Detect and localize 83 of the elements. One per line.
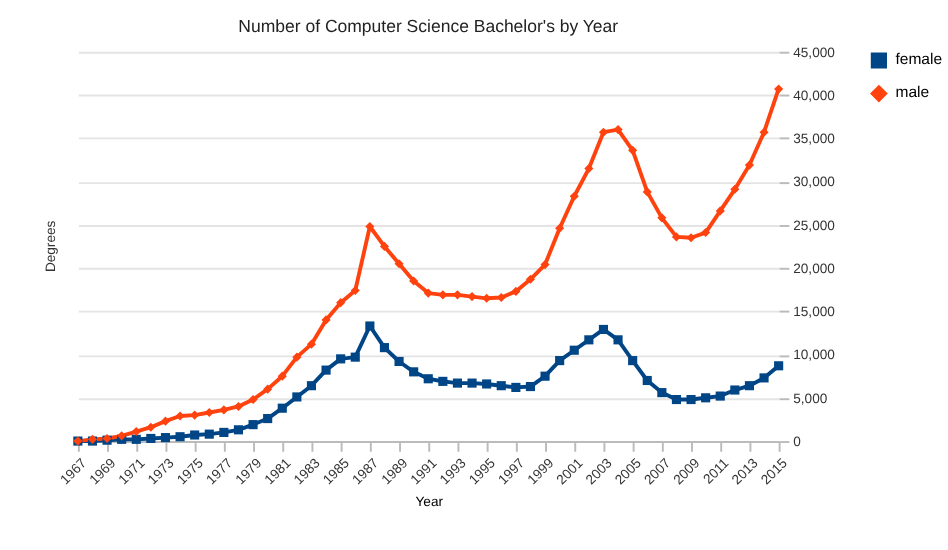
point xyxy=(686,394,696,405)
point xyxy=(292,352,302,362)
point xyxy=(657,213,667,223)
point xyxy=(555,356,565,366)
point xyxy=(131,426,141,437)
point xyxy=(160,433,171,443)
point xyxy=(233,401,244,412)
point xyxy=(540,260,550,270)
point xyxy=(730,385,740,395)
point xyxy=(277,371,287,381)
point xyxy=(613,125,623,135)
point xyxy=(540,371,550,381)
point xyxy=(321,315,331,325)
legend-label: female xyxy=(895,50,943,69)
point xyxy=(336,298,346,308)
point xyxy=(774,84,784,94)
point xyxy=(160,416,171,426)
legend-label: male xyxy=(895,83,930,102)
point xyxy=(701,393,711,403)
point xyxy=(525,274,536,284)
point xyxy=(204,429,214,439)
point xyxy=(657,388,667,398)
point xyxy=(321,365,331,375)
point xyxy=(146,422,156,432)
point xyxy=(292,392,302,402)
point xyxy=(248,420,258,430)
point xyxy=(263,384,273,394)
point xyxy=(467,378,477,388)
point xyxy=(219,405,229,415)
point xyxy=(248,394,258,405)
point xyxy=(263,414,273,424)
point xyxy=(774,361,784,371)
chart-title: Number of Computer Science Bachelor's by Year xyxy=(238,16,619,37)
point xyxy=(409,276,419,286)
point xyxy=(744,381,755,391)
point xyxy=(496,381,506,391)
point xyxy=(555,223,565,233)
point xyxy=(379,343,390,353)
point xyxy=(394,259,404,269)
point xyxy=(715,206,725,216)
point xyxy=(642,375,652,386)
point xyxy=(190,430,200,440)
point xyxy=(394,356,404,367)
point xyxy=(131,434,141,444)
point xyxy=(482,379,492,389)
point xyxy=(569,345,579,355)
point xyxy=(715,391,725,401)
point xyxy=(336,354,346,364)
point xyxy=(671,394,682,405)
point xyxy=(306,339,317,349)
point xyxy=(759,373,769,383)
point xyxy=(175,411,185,421)
point xyxy=(598,324,609,335)
point xyxy=(379,241,390,251)
point xyxy=(365,321,375,331)
point xyxy=(744,160,755,170)
point xyxy=(759,127,769,137)
point xyxy=(306,381,317,391)
point xyxy=(350,285,360,296)
point xyxy=(233,425,244,435)
point xyxy=(511,382,521,392)
point xyxy=(701,227,711,238)
point xyxy=(613,335,623,345)
point xyxy=(584,163,594,174)
point xyxy=(628,356,638,366)
point xyxy=(146,433,156,444)
point xyxy=(277,403,287,413)
point xyxy=(423,374,433,384)
point xyxy=(409,367,419,377)
point xyxy=(350,352,360,362)
point xyxy=(525,381,536,392)
point xyxy=(511,286,521,296)
point xyxy=(423,288,433,298)
point xyxy=(569,191,579,201)
point xyxy=(204,407,214,418)
point xyxy=(642,187,652,197)
point xyxy=(175,432,185,442)
point xyxy=(628,145,638,155)
point xyxy=(584,335,594,345)
point xyxy=(219,427,229,437)
point xyxy=(452,378,463,388)
point xyxy=(438,376,448,386)
point xyxy=(730,184,740,194)
